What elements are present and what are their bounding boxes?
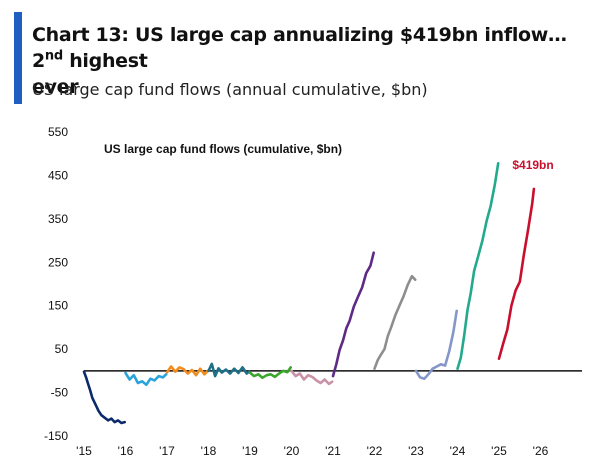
x-tick-label: '23 (408, 444, 424, 458)
series-line (124, 371, 168, 387)
y-tick-label: 450 (48, 168, 68, 182)
page-subtitle: US large cap fund flows (annual cumulati… (32, 80, 428, 99)
y-axis-ticks: 550 450 350 250 150 50 -50 -150 (44, 125, 68, 443)
title-tail: highest (62, 50, 148, 72)
series-line (82, 370, 126, 425)
x-tick-label: '18 (201, 444, 217, 458)
title-main: Chart 13: US large cap annualizing $419b… (32, 24, 567, 72)
series-line (248, 366, 293, 380)
x-tick-label: '19 (242, 444, 258, 458)
x-axis-ticks: '15 '16 '17 '18 '19 '20 '21 '22 '23 '24 '25 '26 (76, 444, 548, 458)
x-tick-label: '16 (118, 444, 134, 458)
x-tick-label: '21 (325, 444, 341, 458)
series-lines (82, 161, 536, 425)
fund-flows-chart: US large cap fund flows (cumulative, $bn… (44, 125, 582, 458)
series-line (373, 274, 417, 371)
x-tick-label: '20 (284, 444, 300, 458)
title-superscript: nd (44, 48, 63, 64)
series-line (290, 369, 334, 386)
series-line (331, 251, 376, 378)
y-tick-label: -50 (51, 386, 69, 400)
page-title: Chart 13: US large cap annualizing $419b… (32, 22, 592, 100)
series-line (497, 187, 536, 360)
x-tick-label: '15 (76, 444, 92, 458)
x-tick-label: '25 (491, 444, 507, 458)
title-line-2: ever (32, 76, 79, 98)
series-line (207, 362, 251, 378)
y-tick-label: 150 (48, 299, 68, 313)
y-tick-label: 250 (48, 255, 68, 269)
value-annotation: $419bn (512, 158, 553, 172)
series-line (456, 161, 500, 371)
x-tick-label: '22 (367, 444, 383, 458)
y-tick-label: 50 (55, 342, 69, 356)
series-line (414, 309, 459, 381)
chart-title: US large cap fund flows (cumulative, $bn… (104, 142, 342, 156)
x-tick-label: '26 (533, 444, 549, 458)
y-tick-label: 550 (48, 125, 68, 139)
y-tick-label: 350 (48, 212, 68, 226)
x-tick-label: '24 (450, 444, 466, 458)
series-line (165, 365, 209, 377)
title-accent-bar (14, 12, 22, 104)
y-tick-label: -150 (44, 429, 68, 443)
x-tick-label: '17 (159, 444, 175, 458)
